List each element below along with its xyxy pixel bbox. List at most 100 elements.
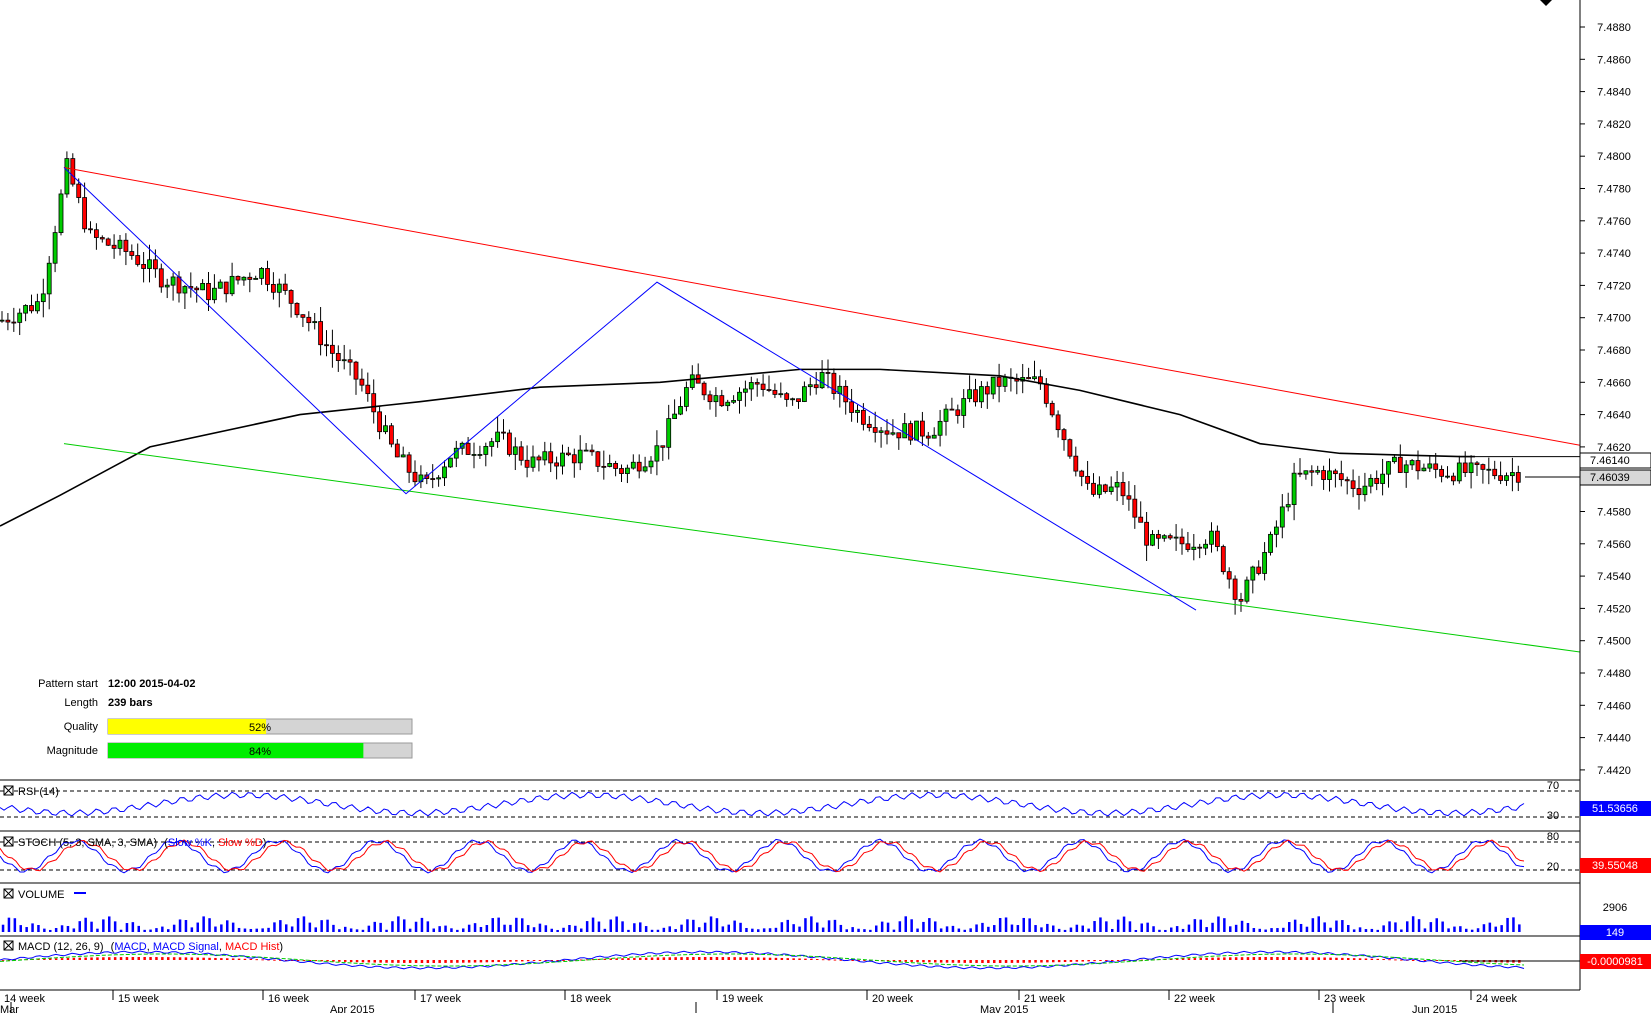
macd-hist-bar <box>361 960 365 963</box>
macd-hist-bar <box>149 957 152 960</box>
price-tick-label: 7.4420 <box>1597 765 1631 777</box>
volume-bar <box>998 918 1002 932</box>
macd-hist-bar <box>220 958 223 960</box>
macd-line-label: MACD <box>114 941 146 953</box>
candle <box>424 472 430 485</box>
macd-hist-bar <box>414 960 418 963</box>
macd-hist-bar <box>780 957 784 960</box>
volume-bar <box>515 917 518 932</box>
macd-hist-bar <box>473 960 477 963</box>
macd-hist-bar <box>49 958 52 960</box>
candle <box>896 432 902 450</box>
price-marker-primary-box <box>1579 452 1651 469</box>
macd-hist-bar <box>556 960 559 961</box>
volume-bar <box>1329 927 1332 932</box>
volume-bar <box>957 928 961 932</box>
chevron-down-icon[interactable] <box>1540 0 1552 6</box>
macd-hist-bar <box>1435 960 1438 961</box>
volume-bar <box>320 920 323 932</box>
macd-hist-bar <box>774 957 778 960</box>
volume-bar <box>202 916 205 932</box>
macd-hist-bar <box>349 960 353 963</box>
volume-bar <box>1288 922 1291 932</box>
volume-bar <box>1046 923 1049 932</box>
candle <box>1344 476 1350 495</box>
macd-hist-bar <box>1447 960 1450 962</box>
macd-hist-bar <box>1022 960 1025 963</box>
macd-hist-bar <box>456 960 459 963</box>
volume-bar <box>745 927 748 932</box>
macd-hist-bar <box>1270 957 1273 960</box>
candle <box>182 285 188 310</box>
volume-bar <box>1152 926 1155 932</box>
candle <box>648 456 654 474</box>
volume-bar <box>621 921 624 932</box>
candle <box>312 313 318 330</box>
volume-bar <box>1465 928 1468 932</box>
candle <box>979 381 984 409</box>
macd-hist-bar <box>467 960 471 963</box>
candle <box>1327 458 1332 492</box>
candle <box>0 311 5 323</box>
volume-bar <box>467 924 471 932</box>
macd-hist-bar <box>479 960 483 963</box>
candle <box>365 372 371 402</box>
macd-hist-bar <box>662 957 666 960</box>
volume-bar <box>975 924 978 932</box>
volume-bar <box>798 926 801 932</box>
volume-bar <box>1040 927 1043 932</box>
candle <box>530 445 536 472</box>
candle <box>471 442 477 469</box>
candle <box>967 375 972 403</box>
time-axis: 14 week 15 week 16 week 17 week 18 week 19 we… <box>0 990 1517 1013</box>
magnitude-bar-fill <box>108 743 364 758</box>
candle <box>701 381 707 401</box>
macd-hist-bar <box>1388 959 1391 961</box>
stoch-value: 39.55048 <box>1592 860 1638 872</box>
candle <box>1114 470 1120 502</box>
candle <box>996 363 1002 403</box>
macd-hist-bar <box>1352 958 1356 960</box>
volume-bar <box>214 926 217 932</box>
candle <box>1079 469 1085 487</box>
candle <box>329 329 335 368</box>
price-tick-label: 7.4440 <box>1597 733 1631 745</box>
volume-bar <box>49 929 52 932</box>
volume-bar <box>550 928 553 932</box>
month-label: Mar <box>0 1004 19 1013</box>
macd-hist-bar <box>96 957 99 960</box>
macd-hist-bar <box>1111 960 1114 961</box>
volume-bar <box>1205 927 1208 932</box>
volume-bar <box>237 927 241 932</box>
price-tick-label: 7.4580 <box>1597 507 1631 519</box>
candle <box>1333 468 1338 488</box>
candle <box>613 460 618 477</box>
macd-hist-bar <box>391 960 394 963</box>
macd-hist-bar <box>403 960 406 963</box>
macd-hist-bar <box>1181 958 1185 960</box>
volume-bar <box>656 929 660 932</box>
volume-bar <box>450 928 453 932</box>
volume-bar <box>1358 927 1362 932</box>
macd-hist-bar <box>892 960 896 962</box>
volume-bar <box>1016 925 1020 932</box>
macd-hist-bar <box>491 960 494 963</box>
macd-hist-bar <box>1453 960 1456 962</box>
magnitude-text: 84% <box>249 746 271 758</box>
candle <box>288 289 294 318</box>
candle <box>1445 466 1450 479</box>
volume-bar <box>462 928 465 932</box>
candle <box>666 404 672 460</box>
candle <box>802 381 807 403</box>
candle <box>548 442 554 473</box>
macd-hist-bar <box>768 957 772 960</box>
candle <box>1173 524 1179 551</box>
macd-hist-bar <box>102 957 105 960</box>
candle <box>1492 460 1498 480</box>
candle <box>1403 460 1409 488</box>
macd-hist-bar <box>462 960 465 963</box>
price-tick-label: 7.4820 <box>1597 119 1631 131</box>
volume-bar <box>13 918 17 932</box>
stoch-title: STOCH (5, 3, SMA, 3, SMA) <box>18 837 157 849</box>
candle <box>64 151 70 198</box>
